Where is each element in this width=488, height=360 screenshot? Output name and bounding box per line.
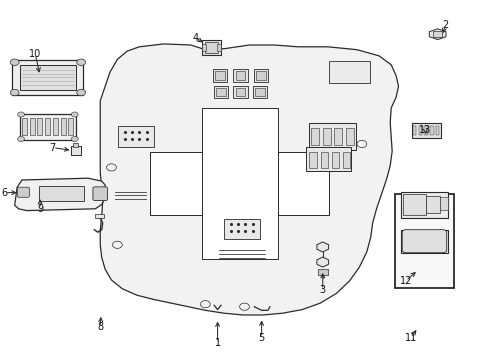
- Bar: [342, 152, 349, 168]
- Bar: [345, 128, 353, 145]
- FancyBboxPatch shape: [401, 230, 446, 253]
- Bar: [73, 143, 78, 147]
- Bar: [215, 71, 224, 80]
- Bar: [118, 126, 154, 147]
- Bar: [402, 194, 426, 215]
- Text: 7: 7: [50, 143, 56, 153]
- Bar: [233, 86, 247, 98]
- Bar: [394, 194, 453, 288]
- Bar: [202, 44, 206, 51]
- Bar: [334, 128, 342, 145]
- Bar: [224, 219, 259, 239]
- Circle shape: [18, 112, 24, 117]
- FancyBboxPatch shape: [93, 187, 107, 201]
- Bar: [20, 114, 76, 140]
- Bar: [255, 88, 264, 96]
- Bar: [400, 192, 447, 218]
- Bar: [204, 42, 217, 53]
- Bar: [331, 152, 339, 168]
- Polygon shape: [316, 257, 328, 267]
- Bar: [216, 88, 225, 96]
- Polygon shape: [15, 178, 105, 211]
- Bar: [429, 126, 433, 135]
- Bar: [320, 152, 327, 168]
- Bar: [22, 118, 27, 135]
- Text: 13: 13: [418, 125, 431, 135]
- FancyBboxPatch shape: [18, 187, 29, 197]
- Polygon shape: [100, 44, 398, 315]
- Bar: [305, 147, 350, 171]
- Text: 12: 12: [399, 276, 411, 286]
- Bar: [412, 126, 416, 135]
- Bar: [45, 118, 50, 135]
- Bar: [216, 44, 220, 51]
- Bar: [71, 146, 81, 155]
- Bar: [252, 86, 267, 98]
- Bar: [426, 197, 439, 212]
- Bar: [309, 152, 316, 168]
- Text: 1: 1: [214, 338, 220, 348]
- Bar: [68, 118, 73, 135]
- Bar: [411, 123, 440, 138]
- Text: 11: 11: [404, 333, 416, 343]
- Text: 9: 9: [37, 204, 43, 214]
- Bar: [38, 118, 42, 135]
- Bar: [253, 69, 268, 82]
- Bar: [432, 31, 441, 37]
- Bar: [233, 69, 247, 82]
- Text: 4: 4: [192, 33, 198, 43]
- Bar: [213, 86, 228, 98]
- Bar: [39, 186, 83, 201]
- Bar: [61, 118, 65, 135]
- Bar: [212, 69, 227, 82]
- Bar: [309, 123, 355, 150]
- Text: 8: 8: [97, 322, 103, 332]
- Bar: [400, 230, 447, 253]
- Bar: [435, 126, 439, 135]
- Circle shape: [18, 136, 24, 141]
- Circle shape: [10, 59, 19, 66]
- Bar: [235, 71, 245, 80]
- Polygon shape: [428, 29, 445, 40]
- Text: 6: 6: [2, 188, 8, 198]
- Circle shape: [77, 89, 85, 96]
- Bar: [95, 214, 103, 218]
- Bar: [201, 108, 277, 259]
- Bar: [53, 118, 58, 135]
- Circle shape: [77, 59, 85, 66]
- Bar: [20, 65, 76, 90]
- Bar: [424, 126, 427, 135]
- Polygon shape: [316, 242, 328, 252]
- Circle shape: [10, 89, 19, 96]
- Bar: [418, 126, 421, 135]
- Bar: [235, 88, 245, 96]
- Bar: [311, 128, 319, 145]
- Bar: [202, 40, 220, 55]
- Bar: [256, 71, 265, 80]
- Bar: [322, 128, 330, 145]
- Circle shape: [71, 136, 78, 141]
- Bar: [317, 269, 327, 275]
- Text: 3: 3: [319, 285, 325, 295]
- Text: 5: 5: [258, 333, 264, 343]
- Bar: [13, 60, 83, 94]
- Bar: [439, 197, 447, 210]
- Circle shape: [71, 112, 78, 117]
- Text: 10: 10: [29, 49, 41, 59]
- Bar: [328, 61, 370, 83]
- Bar: [30, 118, 35, 135]
- Bar: [150, 152, 328, 215]
- Text: 2: 2: [441, 20, 447, 30]
